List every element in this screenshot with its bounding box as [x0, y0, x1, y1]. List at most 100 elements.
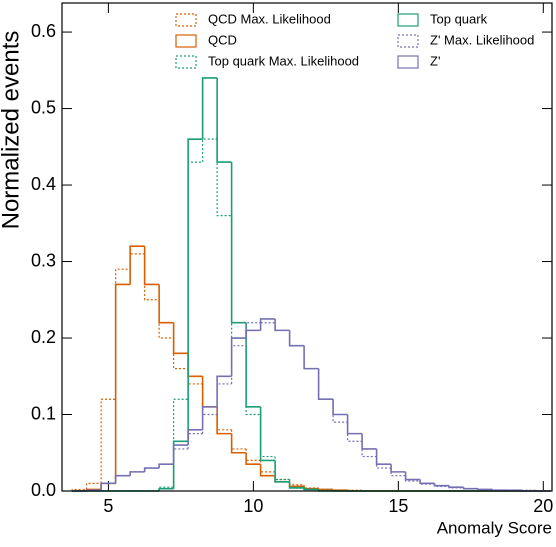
- y-tick-label: 0.4: [31, 174, 56, 194]
- histogram-step: [259, 318, 276, 331]
- x-tick-label: 10: [243, 496, 263, 516]
- histogram-step: [274, 318, 290, 332]
- legend-label: QCD: [208, 32, 237, 47]
- legend-label: Z' Max. Likelihood: [430, 32, 534, 47]
- histogram-step: [390, 464, 406, 473]
- histogram-step: [173, 398, 189, 488]
- histogram-step: [245, 322, 261, 408]
- legend-label: Z': [430, 53, 440, 68]
- histogram-step: [115, 268, 131, 400]
- histogram-step: [216, 383, 232, 415]
- histogram-step: [289, 479, 305, 486]
- histogram-step: [332, 399, 348, 423]
- histogram-step: [129, 471, 145, 476]
- histogram-step: [375, 456, 392, 469]
- histogram-step: [404, 471, 421, 481]
- y-tick-label: 0.1: [31, 403, 56, 423]
- legend-label: Top quark: [430, 11, 488, 26]
- x-tick-label: 15: [388, 496, 408, 516]
- histogram-step: [129, 253, 145, 270]
- histogram-step: [274, 471, 290, 481]
- histogram-step: [158, 299, 174, 339]
- histogram-step: [230, 162, 247, 324]
- legend-swatch: [397, 13, 419, 27]
- histogram-step: [332, 399, 348, 416]
- histogram-step: [202, 138, 218, 163]
- histogram-step: [201, 406, 218, 430]
- histogram-step: [100, 398, 116, 484]
- x-tick-label: 20: [533, 496, 553, 516]
- plot-frame: [61, 2, 553, 492]
- x-axis-label: Anomaly Score: [437, 518, 552, 537]
- legend-swatch: [397, 55, 419, 69]
- histogram-step: [187, 353, 203, 378]
- histogram-step: [202, 383, 218, 408]
- histogram-step: [245, 452, 261, 466]
- histogram-step: [419, 479, 435, 485]
- histogram-step: [288, 330, 305, 347]
- histogram-step: [216, 406, 232, 431]
- histogram-step: [173, 448, 189, 465]
- histogram-step: [216, 375, 232, 407]
- y-tick-label: 0.2: [31, 327, 56, 347]
- histogram-step: [172, 444, 189, 465]
- histogram-step: [274, 460, 290, 483]
- histogram-step: [231, 215, 247, 339]
- legend-swatch: [175, 13, 197, 27]
- legend-label: QCD Max. Likelihood: [208, 11, 331, 26]
- histogram-step: [332, 489, 348, 492]
- histogram-step: [245, 338, 261, 416]
- histogram-step: [187, 433, 203, 449]
- histogram-step: [216, 139, 232, 217]
- y-tick-label: 0.3: [31, 250, 56, 270]
- histogram-step: [143, 467, 160, 472]
- legend-label: Top quark Max. Likelihood: [208, 53, 359, 68]
- histogram-step: [346, 422, 363, 442]
- x-tick-label: 5: [103, 496, 113, 516]
- histogram-step: [274, 475, 290, 483]
- y-tick-label: 0.6: [31, 21, 56, 41]
- histogram-step: [173, 338, 189, 370]
- histogram-step: [375, 448, 392, 466]
- histogram-step: [289, 330, 305, 347]
- histogram-step: [158, 284, 174, 324]
- y-tick-label: 0.0: [31, 480, 56, 500]
- histogram-step: [288, 481, 305, 489]
- histogram-step: [86, 482, 102, 490]
- histogram-step: [201, 77, 218, 140]
- histogram-step: [361, 433, 377, 450]
- legend-swatch: [175, 55, 197, 69]
- histogram-step: [245, 448, 261, 462]
- y-axis-label: Normalized events: [0, 31, 24, 230]
- histogram-step: [187, 161, 203, 400]
- histogram-step: [259, 464, 276, 477]
- histogram-step: [477, 488, 493, 491]
- histogram-step: [390, 468, 406, 477]
- histogram-step: [260, 460, 276, 473]
- histogram-step: [114, 283, 131, 484]
- histogram-step: [245, 329, 261, 339]
- histogram-step: [230, 433, 247, 454]
- histogram-step: [462, 487, 479, 490]
- histogram-step: [202, 413, 218, 434]
- histogram-step: [100, 482, 116, 491]
- histogram-step: [216, 406, 232, 435]
- histogram-step: [274, 322, 290, 331]
- legend-swatch: [397, 34, 419, 48]
- histogram-step: [187, 138, 203, 442]
- histogram-step: [303, 487, 319, 491]
- histogram-step: [346, 414, 363, 435]
- histogram-step: [172, 322, 189, 355]
- histogram-step: [245, 322, 261, 346]
- histogram-step: [143, 246, 160, 286]
- histogram-step: [144, 253, 160, 301]
- histogram-step: [274, 456, 290, 481]
- histogram-step: [259, 406, 276, 462]
- histogram-step: [317, 368, 334, 400]
- histogram-step: [317, 368, 334, 401]
- histogram-step: [288, 481, 305, 488]
- histogram-step: [317, 488, 334, 491]
- histogram-step: [303, 345, 319, 370]
- histogram-step: [433, 483, 450, 487]
